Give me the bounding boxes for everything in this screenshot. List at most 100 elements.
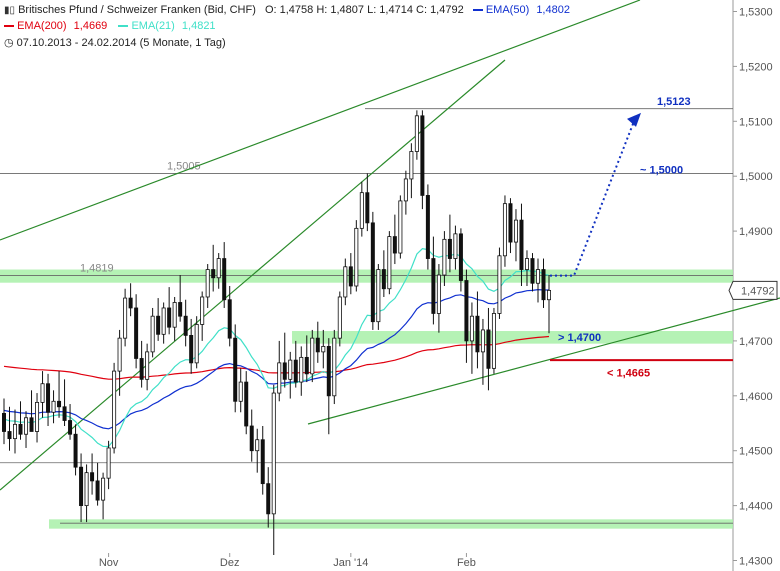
candle-body-up: [172, 302, 177, 328]
candle-body-up: [84, 472, 89, 507]
candle-body-down: [326, 345, 331, 397]
y-tick-label: 1,4900: [739, 226, 773, 238]
candle-body-down: [233, 337, 238, 402]
candle-body-up: [51, 400, 56, 413]
ema21-line: [3, 248, 550, 448]
candle-body-down: [475, 315, 480, 353]
candle-body-up: [547, 289, 552, 301]
candle-body-down: [249, 425, 254, 452]
candle-body-down: [211, 269, 216, 279]
candle-body-down: [370, 222, 375, 323]
candle-body-up: [409, 151, 414, 180]
candle-body-up: [123, 297, 128, 339]
ema21-value: 1,4821: [181, 20, 216, 32]
projection-dotted-line: [550, 120, 635, 277]
support-zone-bottom: [49, 519, 733, 529]
candle-body-up: [359, 192, 364, 229]
candle-body-up: [337, 296, 342, 339]
candle-body-down: [244, 381, 249, 427]
candle-body-down: [282, 362, 287, 380]
candle-body-down: [392, 236, 397, 254]
candle-body-down: [260, 439, 265, 485]
chart-type-icon: ▮▯: [4, 5, 16, 16]
candle-body-up: [535, 269, 540, 284]
candle-body-down: [167, 307, 172, 328]
candle-body-down: [134, 307, 139, 359]
candle-body-up: [106, 447, 111, 479]
candle-body-up: [387, 236, 392, 290]
x-tick-label: Dez: [220, 557, 240, 569]
candle-body-down: [79, 466, 84, 507]
ema200-label: EMA(200): [17, 20, 67, 32]
y-tick-label: 1,4300: [739, 556, 773, 568]
candle-body-up: [513, 219, 518, 243]
ema50-label: EMA(50): [485, 4, 530, 16]
candle-body-down: [68, 420, 73, 435]
candle-body-up: [288, 359, 293, 380]
candle-body-down: [62, 406, 67, 421]
x-tick-label: Jan '14: [333, 557, 368, 569]
candle-body-down: [183, 315, 188, 336]
y-tick-label: 1,4700: [739, 336, 773, 348]
candle-body-down: [381, 269, 386, 290]
candle-body-up: [442, 238, 447, 276]
candle-body-up: [216, 258, 221, 279]
ema200-value: 1,4669: [73, 20, 108, 32]
support-trend-line: [307, 297, 780, 425]
candle-body-up: [332, 337, 337, 397]
y-tick-label: 1,5000: [739, 171, 773, 183]
candle-body-up: [35, 401, 40, 432]
candle-body-down: [486, 329, 491, 369]
candle-body-up: [491, 313, 496, 369]
candle-body-down: [90, 472, 95, 482]
candle-body-down: [431, 258, 436, 314]
candle-body-up: [194, 324, 199, 364]
candle-body-up: [161, 307, 166, 335]
candle-body-down: [420, 115, 425, 196]
candle-body-down: [530, 258, 535, 284]
candle-body-up: [524, 258, 529, 270]
candle-body-up: [502, 203, 507, 257]
candle-body-up: [321, 345, 326, 353]
candle-body-up: [398, 200, 403, 254]
ema200-line: [3, 335, 550, 380]
candle-body-up: [200, 296, 205, 325]
candle-body-up: [238, 381, 243, 402]
period-range: 07.10.2013 - 24.02.2014 (5 Monate, 1 Tag…: [16, 37, 226, 49]
candle-body-up: [299, 356, 304, 383]
y-tick-label: 1,4600: [739, 391, 773, 403]
annotation-target-1-5000: ~ 1,5000: [640, 164, 683, 176]
candle-body-down: [348, 266, 353, 287]
chart-header-line1: ▮▯ Britisches Pfund / Schweizer Franken …: [4, 4, 570, 16]
candle-body-down: [189, 335, 194, 364]
clock-icon: ◷: [4, 37, 14, 49]
candle-body-up: [145, 351, 150, 380]
candle-body-up: [376, 269, 381, 323]
annotation-target-1-5123: 1,5123: [657, 96, 691, 108]
candle-body-up: [310, 337, 315, 375]
resistance-zone-1-4819: [0, 269, 733, 283]
ohlc-values: O: 1,4758 H: 1,4807 L: 1,4714 C: 1,4792: [264, 4, 464, 16]
candle-body-down: [519, 219, 524, 270]
candle-body-down: [139, 358, 144, 380]
y-tick-label: 1,5300: [739, 6, 773, 18]
candle-body-up: [354, 227, 359, 287]
candle-body-down: [73, 433, 78, 468]
candle-body-down: [128, 297, 133, 309]
candle-body-down: [464, 280, 469, 342]
upper-channel-line: [0, 0, 641, 241]
candle-body-down: [365, 192, 370, 224]
candle-body-up: [453, 233, 458, 259]
candle-body-up: [480, 329, 485, 353]
candle-body-up: [469, 315, 474, 342]
level-label-1-4819: 1,4819: [80, 263, 114, 275]
candle-body-down: [7, 431, 12, 440]
candle-body-up: [403, 178, 408, 202]
chart-header-line2: EMA(200) 1,4669 EMA(21) 1,4821: [4, 20, 216, 32]
ema50-value: 1,4802: [536, 4, 570, 16]
candle-body-up: [205, 269, 210, 298]
candle-body-down: [227, 299, 232, 339]
candle-body-down: [447, 238, 452, 259]
y-tick-label: 1,5100: [739, 116, 773, 128]
